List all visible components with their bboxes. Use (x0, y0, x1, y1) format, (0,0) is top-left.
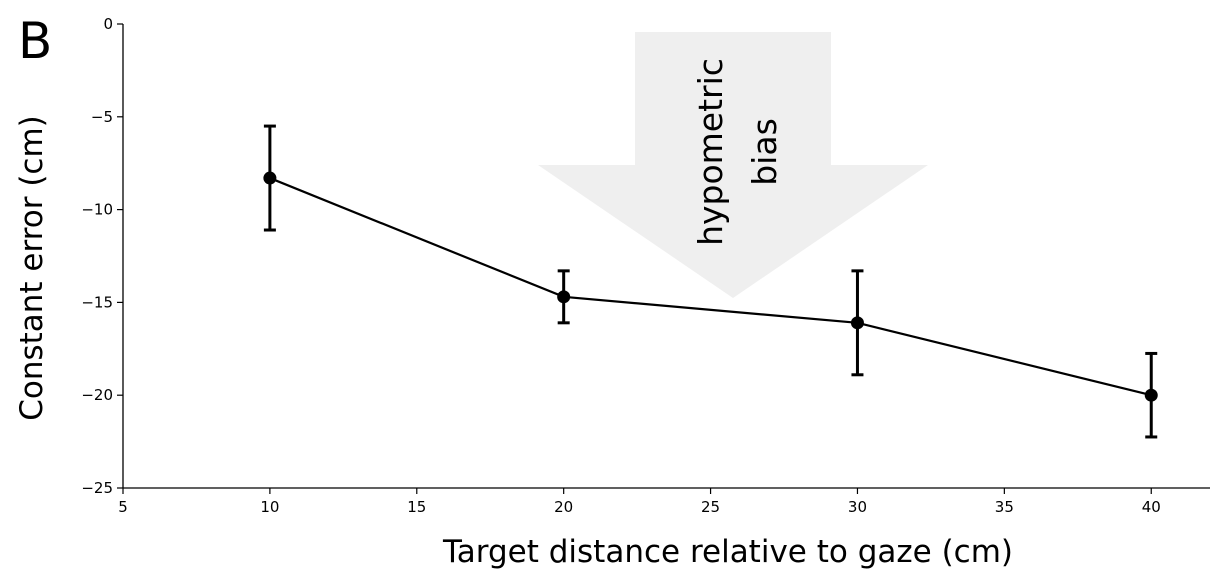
data-point (850, 316, 864, 330)
x-tick-label: 35 (995, 498, 1014, 516)
annotation-text-line: bias (745, 118, 784, 186)
y-axis-title: Constant error (cm) (14, 115, 50, 421)
x-tick-label: 20 (554, 498, 573, 516)
x-axis-title: Target distance relative to gaze (cm) (442, 534, 1013, 570)
annotation-arrow (538, 32, 928, 298)
y-tick-label: −15 (81, 293, 113, 311)
data-point (1144, 388, 1158, 402)
data-point (263, 171, 277, 185)
y-tick-label: −25 (81, 479, 113, 497)
y-tick-label: −20 (81, 386, 113, 404)
x-tick-label: 5 (118, 498, 128, 516)
y-tick-label: −5 (91, 108, 113, 126)
y-tick-label: 0 (103, 15, 113, 33)
x-tick-label: 10 (260, 498, 279, 516)
data-layer (263, 124, 1158, 439)
panel-label: B (18, 12, 52, 70)
data-point (557, 290, 571, 304)
x-tick-label: 40 (1142, 498, 1161, 516)
x-tick-label: 30 (848, 498, 867, 516)
axes: 5 10 15 20 25 30 35 40 0 −5 −10 −15 −20 −25 (81, 15, 1210, 516)
x-tick-label: 15 (407, 498, 426, 516)
x-tick-label: 25 (701, 498, 720, 516)
annotation-arrow-layer: hypometric bias (538, 32, 928, 298)
annotation-text-line: hypometric (691, 58, 730, 246)
series-line (269, 177, 1152, 397)
y-tick-label: −10 (81, 201, 113, 219)
annotation-text-group: hypometric bias (691, 58, 784, 246)
